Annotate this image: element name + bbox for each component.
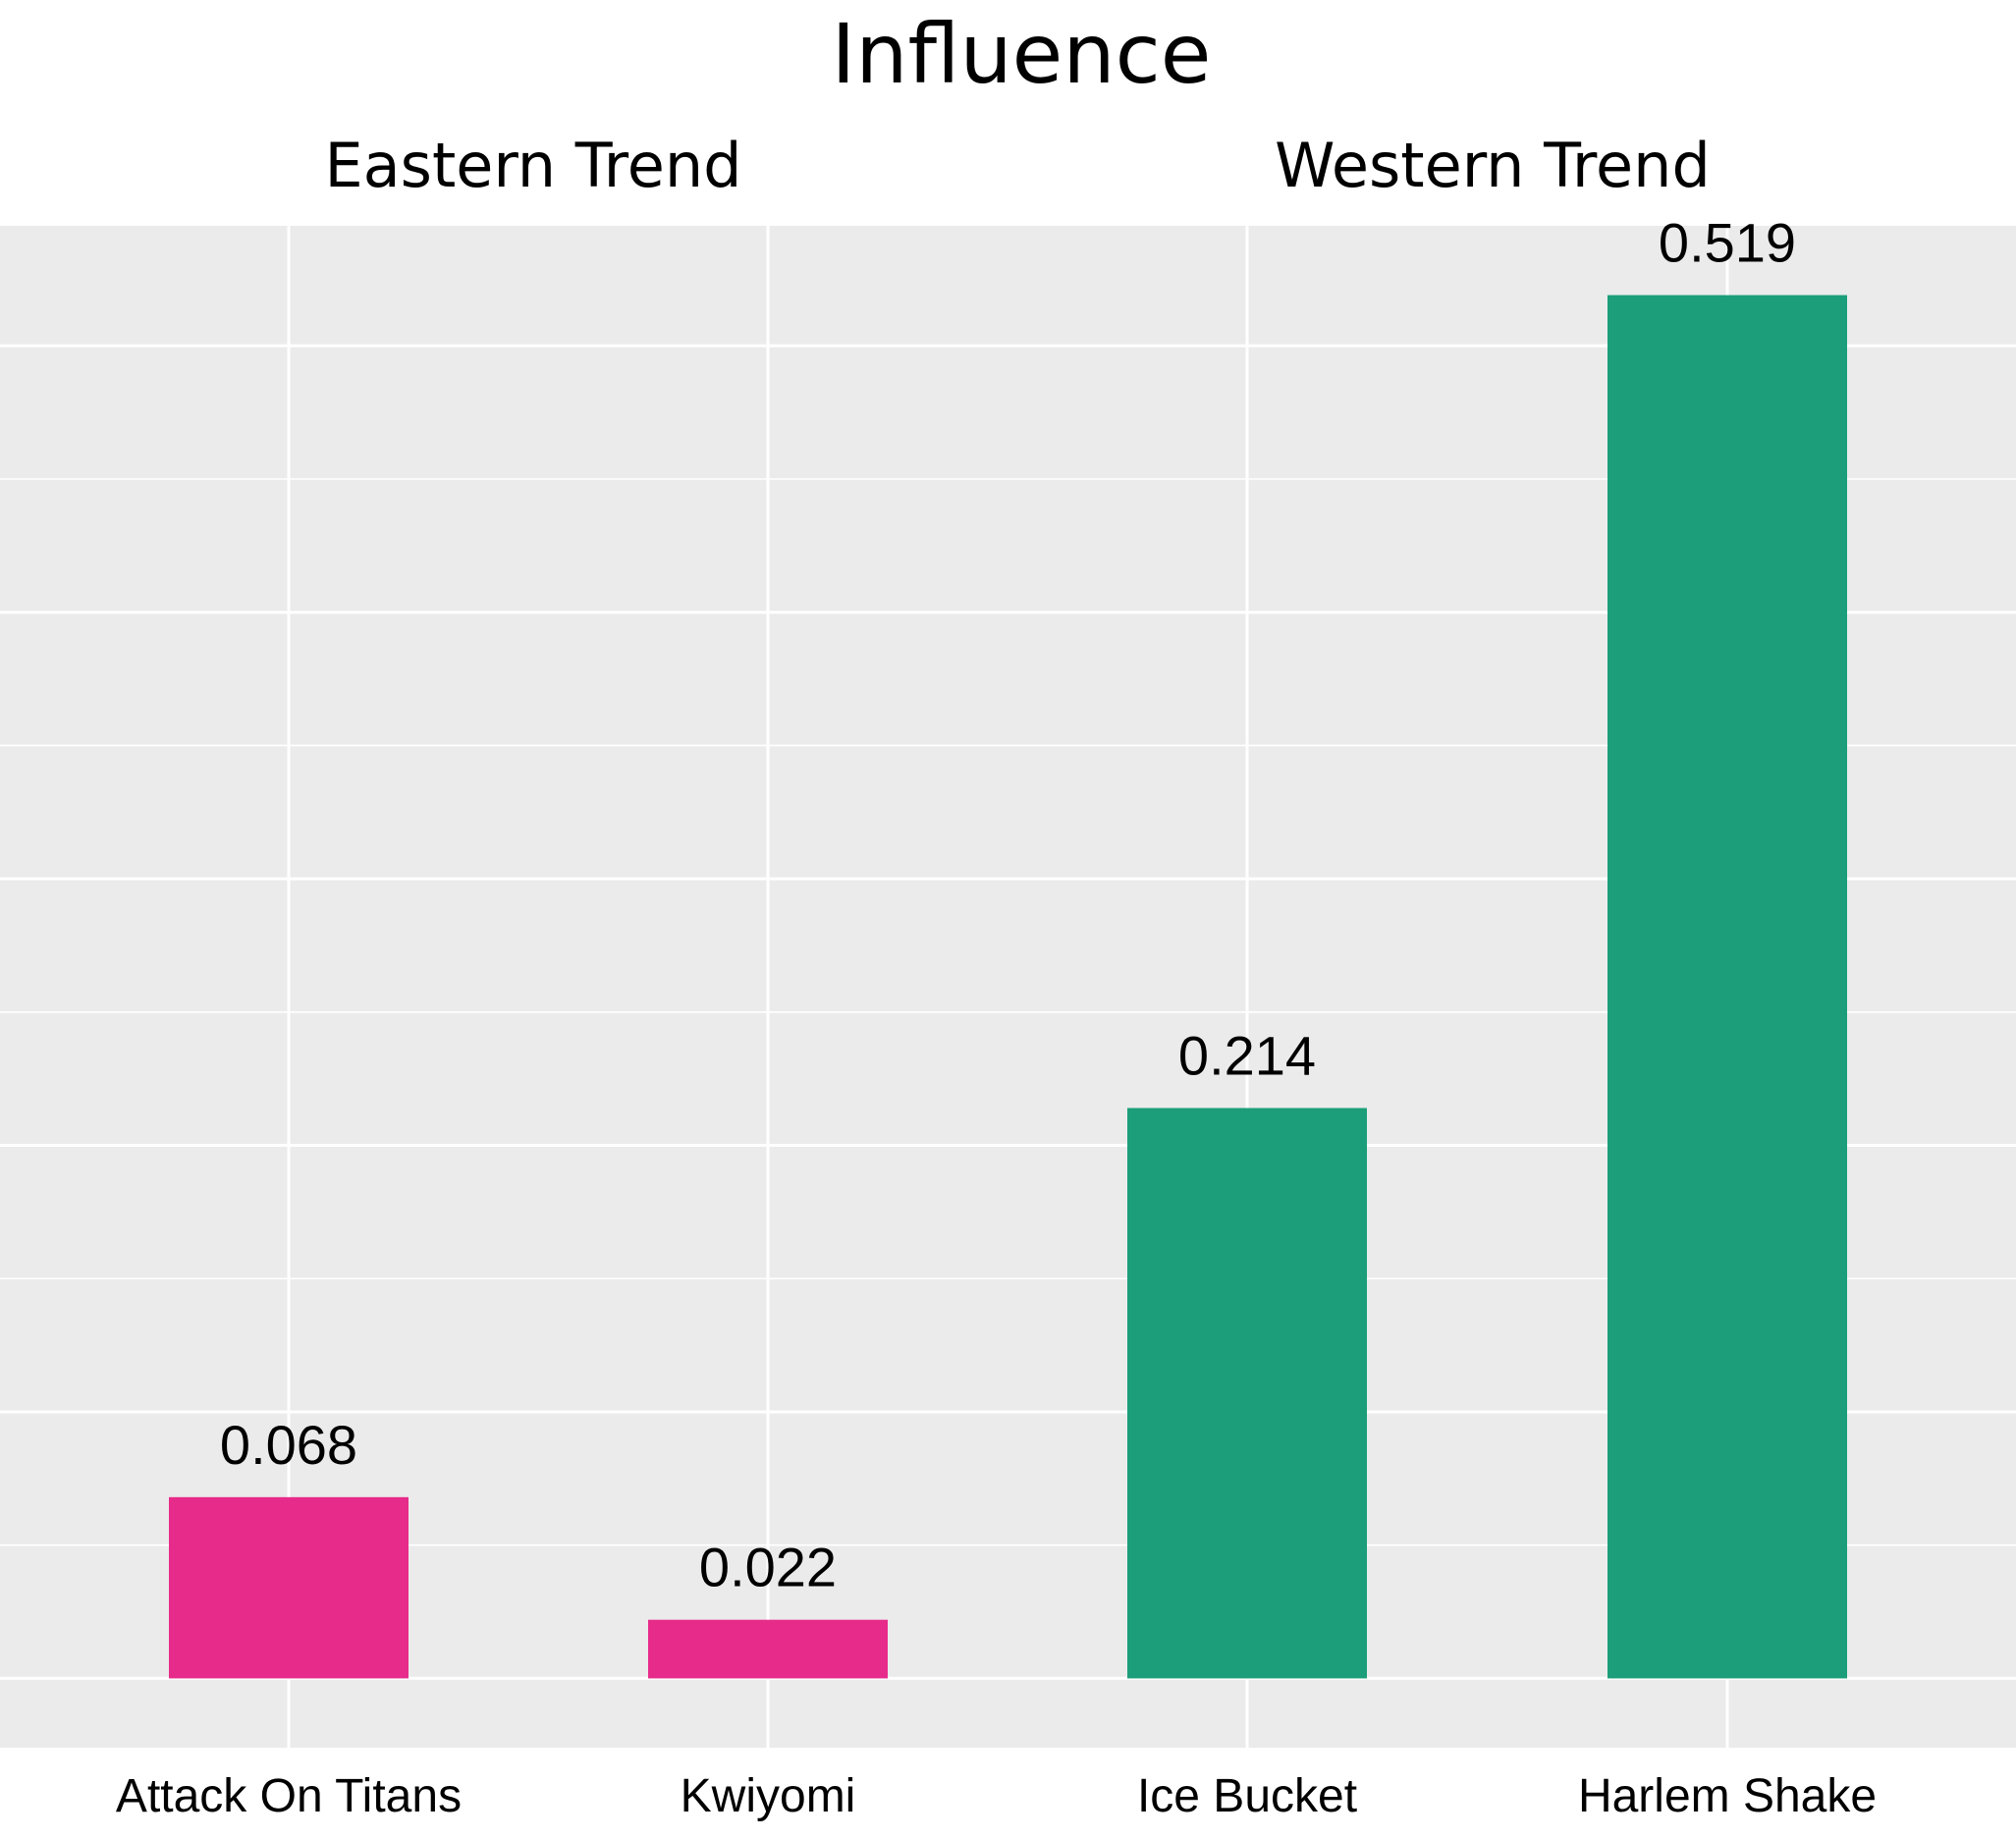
bar xyxy=(1607,295,1847,1679)
bar xyxy=(648,1619,888,1679)
x-tick-label: Kwiyomi xyxy=(681,1770,856,1822)
chart-title: Influence xyxy=(832,6,1212,102)
group-label-western: Western Trend xyxy=(1275,130,1711,201)
x-tick-label: Ice Bucket xyxy=(1137,1770,1357,1822)
bar xyxy=(1127,1108,1367,1679)
data-label: 0.214 xyxy=(1178,1025,1316,1087)
data-labels: 0.068 0.022 0.214 0.519 xyxy=(220,212,1796,1598)
x-tick-label: Harlem Shake xyxy=(1578,1770,1877,1822)
group-label-eastern: Eastern Trend xyxy=(324,130,741,201)
x-tick-labels: Attack On Titans Kwiyomi Ice Bucket Harlem … xyxy=(116,1770,1877,1822)
data-label: 0.519 xyxy=(1659,212,1796,274)
data-label: 0.022 xyxy=(699,1537,837,1598)
data-label: 0.068 xyxy=(220,1414,357,1476)
x-tick-label: Attack On Titans xyxy=(116,1770,462,1822)
bars xyxy=(169,295,1847,1679)
bar xyxy=(169,1496,409,1679)
